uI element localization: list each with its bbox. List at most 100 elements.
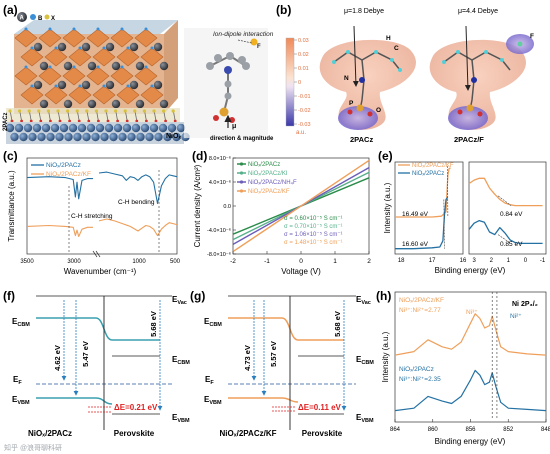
f-cbm-bend (95, 317, 160, 341)
g-gap2: 5.57 eV (269, 341, 278, 367)
atom-label-f: F (530, 33, 534, 40)
niox-atom (172, 132, 181, 142)
f-e-vac: EVac (172, 295, 187, 306)
sam-head (85, 109, 89, 113)
c-series-0-low (98, 171, 178, 204)
sam-anchor (29, 119, 33, 123)
panel-label-e: (e) (378, 149, 393, 163)
g-e-f: EF (205, 375, 214, 386)
niox-atom (91, 132, 100, 142)
f-e-cbm: ECBM (12, 317, 30, 328)
e-xtick-label-right: 0 (524, 258, 528, 264)
perovskite-block-side (164, 20, 178, 114)
octahedron (116, 85, 140, 105)
octahedron (20, 47, 44, 67)
sam-anchor (164, 119, 168, 123)
niox-atom (158, 123, 168, 133)
d-xtick-label: 1 (333, 258, 337, 265)
sam-anchor (97, 119, 100, 123)
niox-atom (167, 123, 177, 133)
molecule-name-left: 2PACz (350, 135, 373, 144)
e-vb-plain (468, 219, 543, 245)
sam-anchor (68, 119, 71, 123)
d-sigma-label: σ = 1.48×10⁻⁵ S cm⁻¹ (284, 239, 343, 246)
c-xtick-3500: 3500 (20, 259, 34, 265)
h-xtick-label: 848 (541, 427, 550, 433)
legend-c-label-1: NiOₓ/2PACz (46, 162, 81, 169)
octahedron (134, 66, 158, 86)
panel-g: (g) ECBM EF EVBM EVac ECBM EVBM 4.73 eV … (190, 289, 374, 438)
a-site-cation (159, 61, 169, 71)
sam-head (46, 109, 51, 113)
panel-f: (f) ECBM EF EVBM EVac ECBM EVBM 4.62 eV … (3, 289, 190, 438)
niox-atom (10, 132, 19, 142)
halide-atom (150, 46, 154, 50)
dipole-mu: μ (232, 123, 236, 130)
axis-break-1 (92, 250, 98, 258)
g-gap3: 5.68 eV (333, 311, 342, 337)
panel-label-g: (g) (190, 289, 205, 303)
c-series-1-low (98, 218, 178, 237)
niox-atom (14, 123, 24, 133)
d-legend-marker (239, 189, 244, 193)
octahedron (86, 28, 110, 48)
a-site-cation (135, 61, 145, 71)
colorbar-unit: a.u. (296, 130, 306, 136)
h-xlabel: Binding energy (eV) (435, 437, 506, 446)
sam-anchor (49, 119, 52, 123)
dipole-vector-left (352, 25, 359, 87)
g-e-vbm: EVBM (204, 395, 222, 406)
octahedron (116, 47, 140, 67)
panel-b: (b) 0.03 0.02 0.01 0 -0.01 -0.02 -0.03 a.u. μ=… (276, 3, 534, 144)
halide-atom (30, 46, 34, 50)
halide-atom (96, 65, 100, 69)
panel-e: (e) NiOₓ/2PACz/KF NiOₓ/2PACz 16.49 eV 16… (378, 149, 547, 275)
niox-atom (104, 123, 114, 133)
d-legend-label: NiOₓ/2PACz/KF (248, 189, 290, 195)
colorbar-ticks: 0.03 0.02 0.01 0 -0.01 -0.02 -0.03 (294, 38, 311, 128)
a-site-cation (63, 61, 73, 71)
niox-atom (145, 132, 154, 142)
layer-label-niox: NiOₓ (166, 133, 181, 140)
octahedron (140, 47, 164, 67)
niox-atom (28, 132, 37, 142)
annotation-e-084: 0.84 eV (500, 211, 523, 218)
sam-anchor (125, 119, 129, 123)
esp-map-2pacz-f (429, 34, 534, 130)
e-xtick-label-left: 17 (429, 258, 436, 264)
colorbar-tick-label: 0.02 (298, 52, 309, 58)
d-xtick-label: 0 (299, 258, 303, 265)
atom-label-p: P (349, 100, 354, 107)
a-site-cation (135, 99, 145, 109)
sam-anchor (77, 119, 81, 123)
g-cbm-bend (281, 317, 344, 341)
a-site-cation (129, 80, 139, 90)
e-vb-kf (468, 177, 543, 207)
c-series-0-high (26, 176, 93, 200)
e-ylabel: Intensity (a.u.) (383, 182, 392, 233)
dipole-vector-right (464, 25, 471, 91)
sam-anchor (106, 119, 110, 123)
niox-atom (37, 132, 46, 142)
halide-atom (102, 84, 106, 88)
f-gap2: 5.47 eV (81, 341, 90, 367)
sam-anchor (20, 119, 23, 123)
colorbar-tick-label: -0.01 (298, 94, 311, 100)
h-xticks: 864 860 856 852 848 (390, 419, 550, 433)
h-series-1 (394, 369, 547, 412)
sam-head (37, 109, 41, 113)
d-series-3 (232, 159, 370, 253)
c-ylabel: Transmittance (a.u.) (7, 170, 16, 242)
d-xtick-label: -1 (264, 258, 270, 265)
octahedron (38, 66, 62, 86)
sam-anchor (135, 119, 139, 123)
f-delta: ΔE=0.21 eV (114, 403, 158, 412)
h-series-0 (394, 313, 547, 356)
d-xlabel: Voltage (V) (281, 267, 321, 276)
esp-map-2pacz (319, 39, 416, 130)
a-site-cation (81, 80, 91, 90)
d-yticks: -8.0×10⁻⁶ -4.0×10⁻⁶ 0.0 4.0×10⁻⁶ 8.0×10⁻⁶ (207, 155, 236, 258)
d-ytick-label: 8.0×10⁻⁶ (209, 155, 231, 162)
sam-anchor (58, 119, 62, 123)
niox-atom (100, 132, 109, 142)
